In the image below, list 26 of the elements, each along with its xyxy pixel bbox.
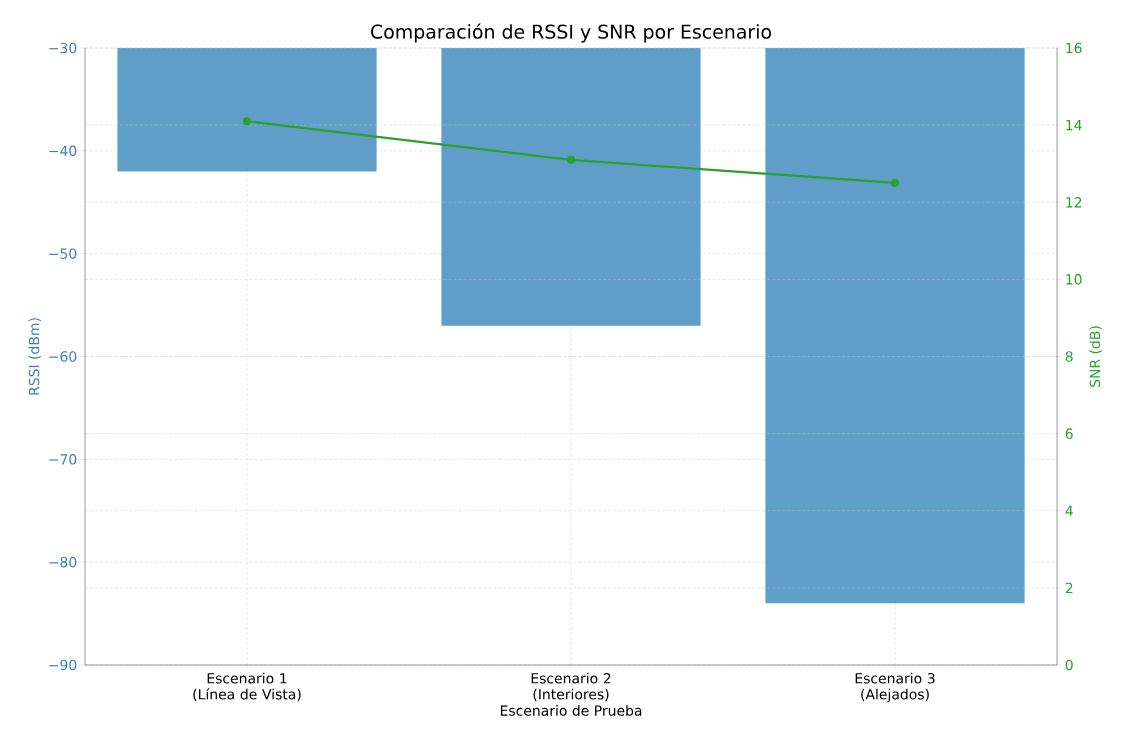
x-tick-label: Escenario 1 (Línea de Vista) [193,672,301,702]
x-tick-label: Escenario 2 (Interiores) [531,672,611,702]
y-tick-label: −70 [49,454,77,465]
point [242,117,252,126]
y-tick-label: −50 [49,248,77,259]
y2-tick-label: 2 [1065,582,1073,594]
y2-tick-label: 10 [1066,274,1082,285]
y-tick-label: −80 [49,556,77,568]
y2-tick-label: 6 [1065,428,1073,439]
y2-axis-title: SNR (dB) [1089,326,1102,387]
chart-title: Comparación de RSSI y SNR por Escenario [371,23,772,43]
y-tick-label: −30 [49,42,77,54]
y-tick-label: −40 [49,145,77,157]
x-axis-title: Escenario de Prueba [500,705,642,716]
y2-tick-label: 16 [1066,42,1082,54]
y2-tick-label: 8 [1065,351,1073,362]
y2-tick-label: 4 [1065,505,1073,516]
x-tick-label: Escenario 3 (Alejados) [855,672,935,703]
y-axis-title: RSSI (dBm) [28,318,41,395]
y-tick-label: −60 [49,351,77,362]
y2-tick-label: 12 [1066,197,1082,208]
y-tick-label: −90 [49,659,77,671]
point [890,178,900,188]
point [566,155,576,164]
y2-tick-label: 0 [1065,659,1073,671]
y2-tick-label: 14 [1066,120,1082,131]
